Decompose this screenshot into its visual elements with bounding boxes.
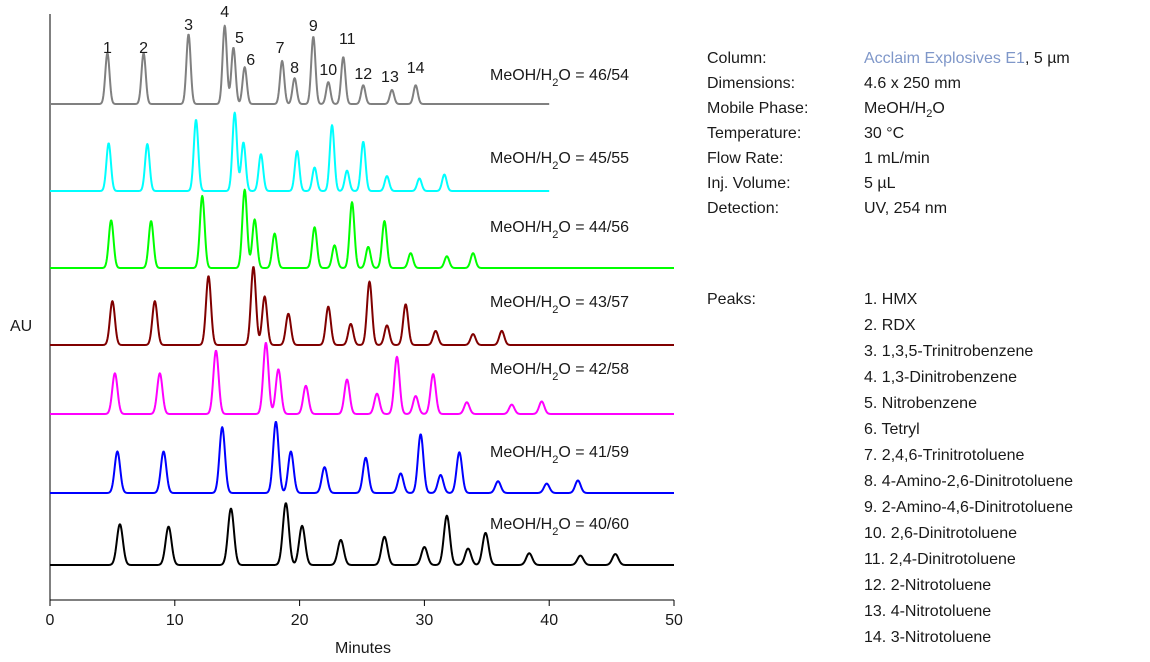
peak-item: 5. Nitrobenzene bbox=[864, 395, 977, 412]
x-tick-label: 50 bbox=[665, 612, 683, 629]
peak-number-label: 6 bbox=[246, 52, 255, 69]
series-label: MeOH/H2O = 44/56 bbox=[490, 219, 629, 241]
x-tick-label: 10 bbox=[166, 612, 184, 629]
condition-value: 1 mL/min bbox=[864, 150, 930, 167]
trace-line bbox=[49, 188, 675, 269]
trace-line bbox=[49, 421, 675, 494]
peak-number-label: 8 bbox=[290, 60, 299, 77]
condition-label: Dimensions: bbox=[707, 75, 796, 92]
condition-value: 4.6 x 250 mm bbox=[864, 75, 961, 92]
series-label: MeOH/H2O = 46/54 bbox=[490, 67, 629, 89]
peak-number-label: 1 bbox=[103, 40, 112, 57]
x-tick-label: 40 bbox=[540, 612, 558, 629]
condition-label: Temperature: bbox=[707, 125, 802, 142]
condition-value: MeOH/H2O bbox=[864, 100, 945, 121]
x-tick-label: 30 bbox=[416, 612, 434, 629]
trace-line bbox=[49, 111, 550, 192]
peak-item: 9. 2-Amino-4,6-Dinitrotoluene bbox=[864, 499, 1073, 516]
peak-number-label: 4 bbox=[220, 4, 229, 21]
conditions-panel: Column: Acclaim Explosives E1, 5 µm Dime… bbox=[707, 50, 1147, 250]
series-label: MeOH/H2O = 41/59 bbox=[490, 444, 629, 466]
x-tick-label: 0 bbox=[46, 612, 55, 629]
series-label: MeOH/H2O = 42/58 bbox=[490, 361, 629, 383]
peak-item: 11. 2,4-Dinitrotoluene bbox=[864, 551, 1016, 568]
y-axis-label: AU bbox=[10, 318, 32, 335]
trace-line bbox=[49, 266, 675, 346]
condition-label: Detection: bbox=[707, 200, 780, 217]
peak-number-label: 10 bbox=[319, 62, 337, 79]
peak-item: 4. 1,3-Dinitrobenzene bbox=[864, 369, 1017, 386]
series-label: MeOH/H2O = 40/60 bbox=[490, 516, 629, 538]
peak-item: 7. 2,4,6-Trinitrotoluene bbox=[864, 447, 1025, 464]
peak-item: 8. 4-Amino-2,6-Dinitrotoluene bbox=[864, 473, 1073, 490]
peaks-legend: Peaks: 1. HMX 2. RDX 3. 1,3,5-Trinitrobe… bbox=[707, 291, 1147, 661]
peak-item: 6. Tetryl bbox=[864, 421, 920, 438]
column-name-link[interactable]: Acclaim Explosives E1 bbox=[864, 50, 1025, 67]
peak-number-label: 11 bbox=[339, 31, 356, 48]
peak-number-label: 2 bbox=[139, 40, 148, 57]
condition-value: 30 °C bbox=[864, 125, 905, 142]
condition-value: Acclaim Explosives E1, 5 µm bbox=[864, 50, 1070, 67]
peak-number-label: 3 bbox=[184, 17, 193, 34]
condition-label: Mobile Phase: bbox=[707, 100, 809, 117]
peak-item: 10. 2,6-Dinitrotoluene bbox=[864, 525, 1017, 542]
trace-line bbox=[49, 24, 550, 105]
peak-number-label: 12 bbox=[354, 66, 372, 83]
series-label: MeOH/H2O = 45/55 bbox=[490, 150, 629, 172]
peak-number-label: 13 bbox=[381, 69, 399, 86]
trace-line bbox=[49, 502, 675, 566]
condition-value: UV, 254 nm bbox=[864, 200, 948, 217]
x-axis-label: Minutes bbox=[335, 640, 391, 657]
peak-number-label: 9 bbox=[309, 18, 318, 35]
condition-label: Inj. Volume: bbox=[707, 175, 791, 192]
series-label: MeOH/H2O = 43/57 bbox=[490, 294, 629, 316]
peak-number-label: 7 bbox=[276, 40, 285, 57]
condition-label: Column: bbox=[707, 50, 767, 67]
peak-item: 2. RDX bbox=[864, 317, 916, 334]
peak-number-label: 14 bbox=[407, 60, 425, 77]
chromatogram-chart: 0 10 20 30 40 50 MeOH/H2O = 46/54 MeOH/H2O = 45… bbox=[10, 4, 683, 657]
peak-item: 12. 2-Nitrotoluene bbox=[864, 577, 992, 594]
peak-item: 1. HMX bbox=[864, 291, 918, 308]
condition-value: 5 µL bbox=[864, 175, 896, 192]
peak-item: 14. 3-Nitrotoluene bbox=[864, 629, 992, 646]
trace-line bbox=[49, 342, 675, 415]
x-tick-label: 20 bbox=[291, 612, 309, 629]
peak-item: 3. 1,3,5-Trinitrobenzene bbox=[864, 343, 1034, 360]
peak-item: 13. 4-Nitrotoluene bbox=[864, 603, 992, 620]
peaks-heading: Peaks: bbox=[707, 291, 756, 308]
condition-label: Flow Rate: bbox=[707, 150, 784, 167]
peak-number-label: 5 bbox=[235, 30, 244, 47]
